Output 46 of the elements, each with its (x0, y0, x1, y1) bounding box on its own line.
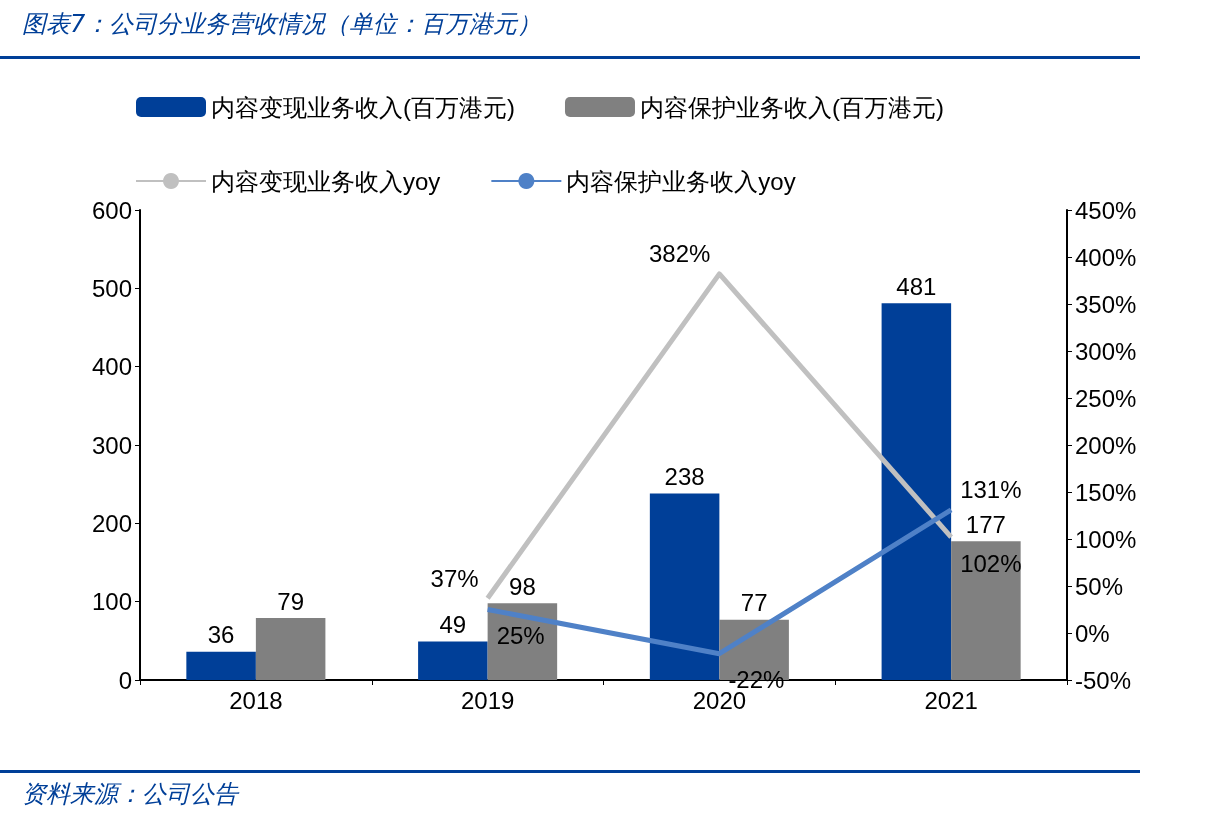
data-label: 77 (740, 589, 768, 617)
bar (418, 641, 488, 680)
y2-tick-label: 350% (1075, 290, 1137, 318)
text: 资料来源：公司公告 (22, 779, 238, 810)
legend-label: 内容变现业务收入yoy (211, 167, 441, 195)
legend-label: 内容保护业务收入(百万港元) (639, 93, 944, 121)
y2-tick-label: 150% (1075, 478, 1137, 506)
bar (951, 541, 1021, 680)
data-label: 177 (965, 510, 1006, 538)
data-label: 238 (664, 463, 705, 491)
y2-tick-label: -50% (1075, 666, 1132, 694)
y2-tick-label: 50% (1075, 572, 1124, 600)
data-label: 382% (648, 240, 711, 268)
data-label: 102% (960, 549, 1022, 577)
y-tick-label: 500 (91, 274, 132, 302)
bar (186, 651, 256, 680)
data-label: 98 (509, 572, 536, 600)
y2-tick-label: 250% (1075, 384, 1137, 412)
y-tick-label: 600 (91, 196, 132, 224)
y-tick-label: 200 (91, 509, 132, 537)
legend-label: 内容保护业务收入yoy (566, 167, 796, 195)
data-label: 481 (896, 272, 937, 300)
y2-tick-label: 0% (1075, 619, 1110, 647)
bar (881, 303, 952, 680)
data-label: 49 (439, 611, 467, 639)
data-label: 131% (960, 476, 1022, 504)
data-label: 36 (207, 621, 235, 649)
data-label: 37% (430, 564, 479, 592)
y2-tick-label: 450% (1075, 196, 1137, 224)
chart-title: 图表7：公司分业务营收情况（单位：百万港元） (22, 9, 542, 40)
data-label: 25% (496, 622, 545, 649)
y2-tick-label: 100% (1075, 525, 1137, 553)
x-tick-label: 2019 (460, 686, 515, 714)
y-tick-label: 0 (118, 666, 132, 694)
y2-tick-label: 400% (1075, 243, 1137, 271)
data-label: 79 (277, 587, 304, 615)
y2-tick-label: 200% (1075, 431, 1137, 459)
y-tick-label: 100 (91, 588, 132, 616)
x-tick-label: 2018 (229, 686, 283, 714)
bar (649, 493, 720, 680)
y-tick-label: 300 (91, 431, 132, 459)
bar (255, 618, 326, 680)
legend-label: 内容变现业务收入(百万港元) (211, 93, 515, 121)
y2-tick-label: 300% (1075, 337, 1137, 365)
x-tick-label: 2021 (924, 686, 978, 714)
y-tick-label: 400 (91, 353, 132, 381)
